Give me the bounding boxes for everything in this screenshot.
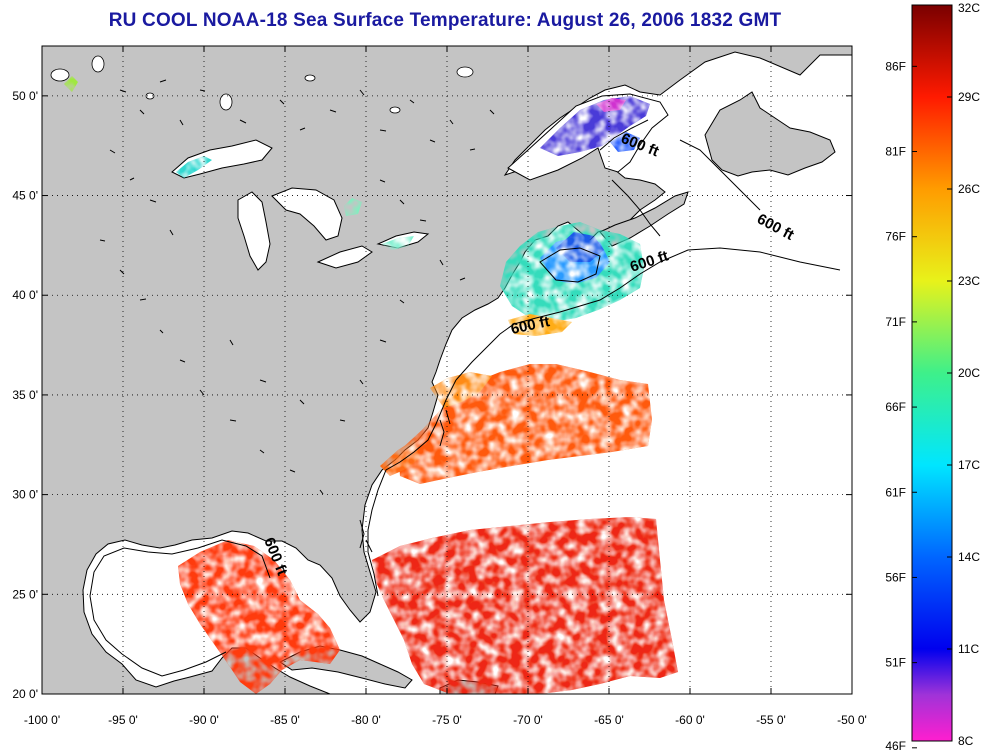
lon-tick-label: -65 0': [594, 713, 624, 727]
latitude-axis: 20 0' 25 0' 30 0' 35 0' 40 0' 45 0' 50 0': [12, 89, 852, 701]
lon-tick-label: -90 0': [189, 713, 219, 727]
lon-tick-label: -95 0': [108, 713, 138, 727]
colorbar-celsius-label: 8C: [958, 734, 974, 748]
colorbar-fahrenheit-labels: 46F 51F 56F 61F 66F 71F 76F 81F 86F: [885, 59, 917, 753]
lat-tick-label: 30 0': [12, 488, 38, 502]
colorbar-fahrenheit-label: 86F: [885, 59, 906, 73]
colorbar-celsius-labels: 8C 11C 14C 17C 20C 23C 26C 29C 32C: [947, 1, 980, 748]
lat-tick-label: 35 0': [12, 388, 38, 402]
colorbar-fahrenheit-label: 66F: [885, 400, 906, 414]
lat-tick-label: 50 0': [12, 89, 38, 103]
lon-tick-label: -50 0': [837, 713, 867, 727]
lat-tick-label: 40 0': [12, 288, 38, 302]
sst-coverage: [64, 76, 678, 694]
colorbar-fahrenheit-label: 71F: [885, 315, 906, 329]
colorbar-fahrenheit-label: 56F: [885, 570, 906, 584]
colorbar-celsius-label: 17C: [958, 458, 980, 472]
colorbar-celsius-label: 11C: [958, 642, 979, 656]
colorbar-fahrenheit-label: 81F: [885, 145, 906, 159]
colorbar-gradient: [911, 4, 953, 742]
lat-tick-label: 45 0': [12, 189, 38, 203]
lon-tick-label: -60 0': [675, 713, 705, 727]
lon-tick-label: -80 0': [351, 713, 381, 727]
colorbar-celsius-label: 29C: [958, 90, 980, 104]
longitude-axis: -100 0' -95 0' -90 0' -85 0' -80 0' -75 0' -70…: [24, 46, 867, 727]
lat-tick-label: 25 0': [12, 587, 38, 601]
lon-tick-label: -55 0': [756, 713, 786, 727]
map-title: RU COOL NOAA-18 Sea Surface Temperature:…: [108, 10, 782, 31]
colorbar-celsius-label: 23C: [958, 274, 980, 288]
land-newfoundland: [704, 91, 836, 177]
colorbar-fahrenheit-label: 76F: [885, 230, 906, 244]
lon-tick-label: -70 0': [513, 713, 543, 727]
colorbar-celsius-label: 32C: [958, 1, 980, 15]
lat-tick-label: 20 0': [12, 687, 38, 701]
colorbar-fahrenheit-label: 51F: [885, 656, 906, 670]
lon-tick-label: -100 0': [24, 713, 60, 727]
colorbar-fahrenheit-label: 46F: [885, 739, 906, 753]
colorbar: 8C 11C 14C 17C 20C 23C 26C 29C 32C 46F 51F 56F 61F 6…: [885, 1, 980, 753]
colorbar-celsius-label: 20C: [958, 366, 980, 380]
graticule-grid: [42, 46, 852, 694]
colorbar-celsius-label: 26C: [958, 182, 980, 196]
lake-patches: [50, 55, 474, 114]
lon-tick-label: -75 0': [432, 713, 462, 727]
colorbar-celsius-label: 14C: [958, 550, 980, 564]
lon-tick-label: -85 0': [270, 713, 300, 727]
colorbar-fahrenheit-label: 61F: [885, 485, 906, 499]
depth-contour-600ft: [89, 119, 841, 677]
great-lakes: [171, 139, 430, 271]
